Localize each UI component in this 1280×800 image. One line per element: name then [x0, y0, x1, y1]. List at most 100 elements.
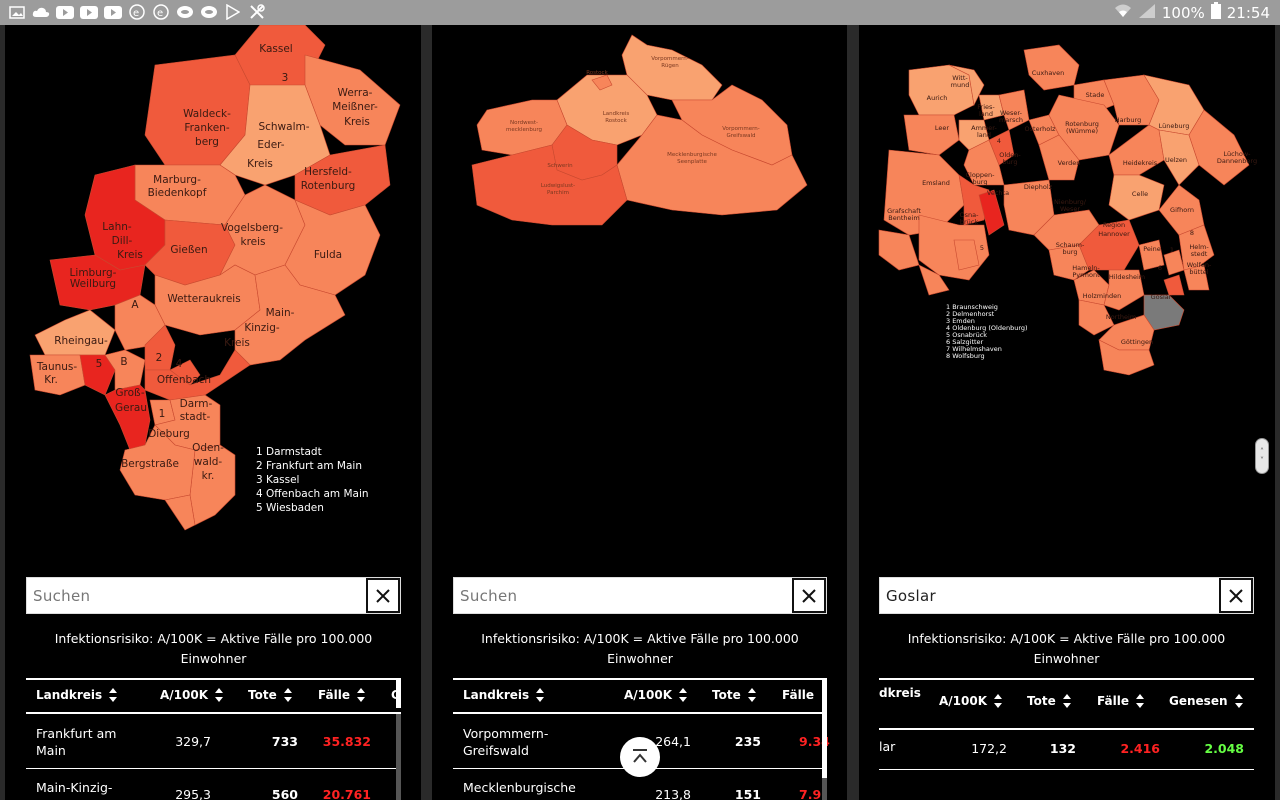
- fast-scroll-handle[interactable]: ˄ ˅: [1255, 438, 1269, 474]
- map-label: Wetteraukreis: [167, 293, 240, 305]
- map-label: Stade: [1086, 91, 1105, 99]
- search-input[interactable]: [27, 578, 367, 613]
- row-rate: 213,8: [655, 787, 691, 800]
- map-label: Ammer-: [971, 124, 997, 132]
- map-label: Pyrmont: [1072, 271, 1100, 279]
- search-bar: [26, 577, 401, 614]
- map-label: (Wümme): [1066, 127, 1098, 135]
- table-scrollbar-track[interactable]: [396, 714, 401, 800]
- sort-icon: [215, 688, 224, 702]
- legend-item: 3 Emden: [946, 317, 975, 325]
- clear-search-button[interactable]: [1219, 578, 1253, 613]
- map-label: Vechta: [987, 189, 1009, 197]
- table-scrollbar[interactable]: [822, 678, 827, 778]
- header-cases[interactable]: Fälle: [782, 688, 814, 702]
- map-label: Witt-: [952, 74, 968, 82]
- map-label: 5: [980, 244, 984, 252]
- legend-item: 1 Braunschweig: [946, 303, 998, 311]
- map-label: Nordwest-: [510, 120, 538, 126]
- header-landkreis[interactable]: Landkreis: [36, 688, 118, 702]
- map-label: Vorpommern-: [651, 56, 689, 62]
- sort-icon: [1135, 694, 1145, 708]
- table-scrollbar[interactable]: [396, 678, 401, 708]
- region-holzminden: [1078, 299, 1115, 336]
- map-label: kr.: [202, 470, 215, 482]
- region-gifhorn: [1158, 184, 1205, 236]
- map-label: 8: [1190, 229, 1194, 237]
- region-hildesheim: [1103, 269, 1145, 311]
- notification-icons: e e: [8, 4, 266, 20]
- sort-icon: [536, 688, 545, 702]
- table-header: Landkreis A/100K Tote Fälle: [453, 678, 827, 714]
- status-bar: e e 100% 21:54: [0, 0, 1280, 25]
- map-label: Franken-: [184, 122, 230, 134]
- map-label: Dill-: [112, 235, 133, 247]
- region-verden: [1038, 134, 1080, 181]
- map-label: Groß-: [115, 387, 144, 399]
- map-label: Rostock: [605, 118, 627, 124]
- header-landkreis[interactable]: dkreis: [879, 686, 921, 700]
- search-bar: [879, 577, 1254, 614]
- region-osnabrueck-stadt: [953, 239, 980, 271]
- header-landkreis[interactable]: Landkreis: [463, 688, 545, 702]
- map-label: burg: [1063, 248, 1078, 256]
- region-grafschaft-bentheim: [878, 229, 920, 271]
- table-row[interactable]: Main-Kinzig- 295,3 560 20.761: [26, 769, 401, 800]
- map-label: Rheingau-: [54, 335, 108, 347]
- map-label: Schwerin: [547, 163, 573, 169]
- map-label: brück: [960, 218, 978, 226]
- map-label: B: [120, 356, 127, 368]
- map-label: 3: [282, 72, 289, 84]
- region-rheingau-taunus-upper: [34, 309, 116, 356]
- svg-text:e: e: [133, 8, 139, 19]
- nds-map[interactable]: Witt- mund Aurich Fries- land Cuxhaven S…: [859, 25, 1275, 385]
- row-deaths: 235: [734, 734, 761, 749]
- map-label: Rotenburg: [1065, 120, 1099, 128]
- row-rate: 329,7: [175, 734, 211, 749]
- table-row[interactable]: lar 172,2 132 2.416 2.048: [879, 730, 1254, 770]
- panel-mv: Vorpommern- Rügen Rostock Nordwest- meck…: [432, 25, 847, 800]
- search-bar: [453, 577, 827, 614]
- clear-search-button[interactable]: [792, 578, 826, 613]
- legend-item: 4 Oldenburg (Oldenburg): [946, 324, 1028, 332]
- info-line: Infektionsrisiko: A/100K = Aktive Fälle …: [54, 631, 373, 646]
- clear-search-button[interactable]: [366, 578, 400, 613]
- table-row[interactable]: Mecklenburgische 213,8 151 7.9: [453, 769, 827, 800]
- header-recovered[interactable]: Genesen: [1169, 694, 1244, 708]
- header-recovered[interactable]: G: [391, 688, 401, 702]
- map-label: Aurich: [927, 94, 948, 102]
- header-rate[interactable]: A/100K: [160, 688, 224, 702]
- header-deaths[interactable]: Tote: [248, 688, 293, 702]
- map-label: burg: [973, 178, 988, 186]
- region-schaumburg: [1048, 244, 1090, 281]
- legend-item: 8 Wolfsburg: [946, 352, 985, 360]
- header-deaths[interactable]: Tote: [712, 688, 757, 702]
- search-input[interactable]: [880, 578, 1220, 613]
- map-label: 6: [1158, 264, 1162, 272]
- map-label: Kr.: [44, 374, 58, 386]
- search-input[interactable]: [454, 578, 794, 613]
- sort-icon: [1234, 694, 1244, 708]
- header-cases[interactable]: Fälle: [318, 688, 366, 702]
- region-main-kinzig: [234, 264, 346, 366]
- map-label: Main-: [266, 307, 295, 319]
- header-deaths[interactable]: Tote: [1027, 694, 1072, 708]
- map-label: burg: [1003, 158, 1018, 166]
- table-scrollbar-track[interactable]: [822, 778, 827, 800]
- header-rate[interactable]: A/100K: [624, 688, 688, 702]
- row-deaths: 151: [734, 787, 761, 800]
- hessen-map[interactable]: Kassel 3 Werra- Meißner- Kreis Waldeck- …: [5, 25, 421, 545]
- table-row[interactable]: Frankfurt am Main 329,7 733 35.832: [26, 714, 401, 769]
- map-label: Goslar: [1151, 293, 1172, 301]
- chevron-up-icon: [633, 749, 647, 763]
- map-label: Darm-: [180, 398, 213, 410]
- map-label: Holzminden: [1083, 292, 1122, 300]
- header-rate[interactable]: A/100K: [939, 694, 1003, 708]
- mv-map[interactable]: Vorpommern- Rügen Rostock Nordwest- meck…: [432, 25, 847, 245]
- scroll-to-top-button[interactable]: [620, 737, 660, 777]
- row-name: lar: [879, 739, 896, 754]
- info-line: Infektionsrisiko: A/100K = Aktive Fälle …: [481, 631, 799, 646]
- map-label: kreis: [240, 236, 265, 248]
- header-cases[interactable]: Fälle: [1097, 694, 1145, 708]
- sort-icon: [747, 688, 757, 702]
